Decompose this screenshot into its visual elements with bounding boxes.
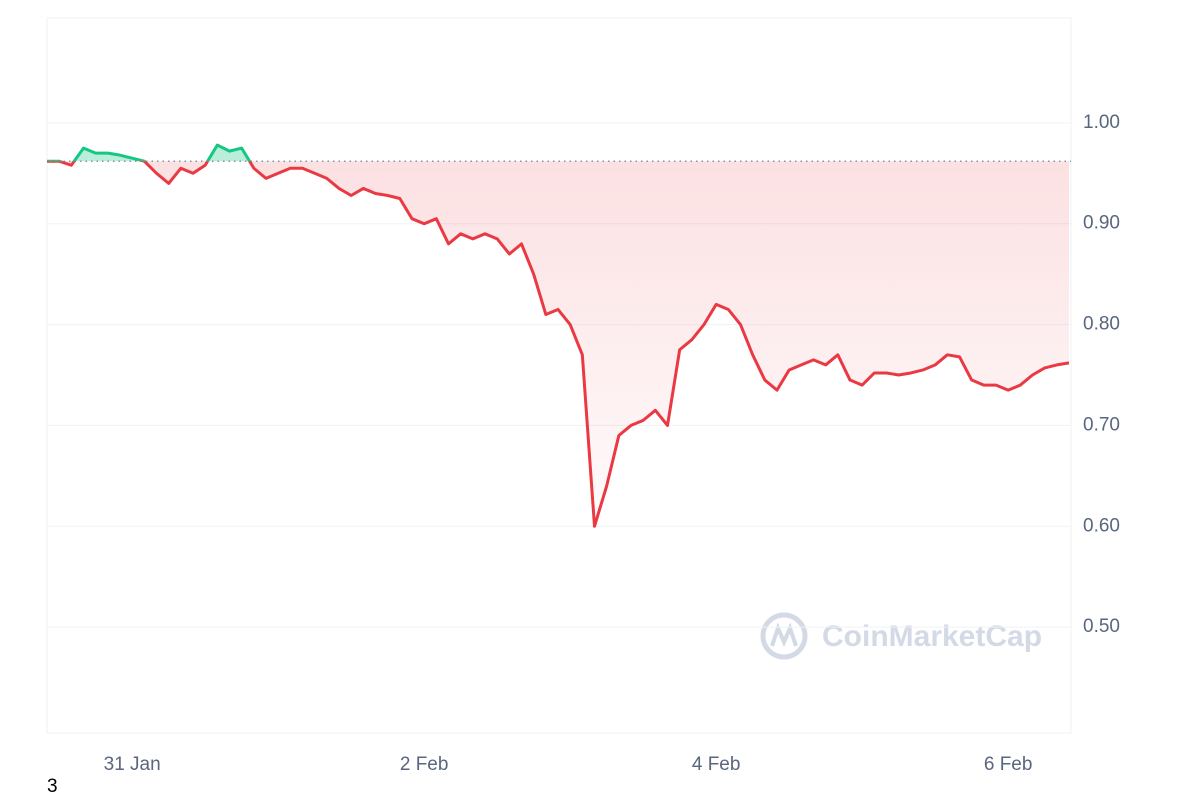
x-tick-label: 4 Feb (692, 754, 741, 775)
y-tick-label: 0.70 (1083, 414, 1120, 435)
price-line-up (47, 143, 252, 162)
watermark: CoinMarketCap (760, 612, 1042, 660)
y-tick-label: 0.50 (1083, 616, 1120, 637)
x-tick-label: 31 Jan (104, 754, 161, 775)
area-down (47, 161, 1069, 527)
x-tick-label: 2 Feb (400, 754, 449, 775)
price-line-down (47, 161, 1070, 528)
watermark-logo-mark (770, 622, 798, 648)
y-tick-label: 1.00 (1083, 112, 1120, 133)
y-tick-label: 0.60 (1083, 515, 1120, 536)
area-up (47, 145, 250, 162)
x-tick-label: 6 Feb (984, 754, 1033, 775)
y-tick-label: 0.80 (1083, 314, 1120, 335)
y-tick-label: 0.90 (1083, 213, 1120, 234)
watermark-text: CoinMarketCap (822, 620, 1042, 653)
watermark-logo (760, 612, 808, 660)
plot-frame (46, 17, 1072, 734)
footnote: 3 (47, 776, 58, 797)
